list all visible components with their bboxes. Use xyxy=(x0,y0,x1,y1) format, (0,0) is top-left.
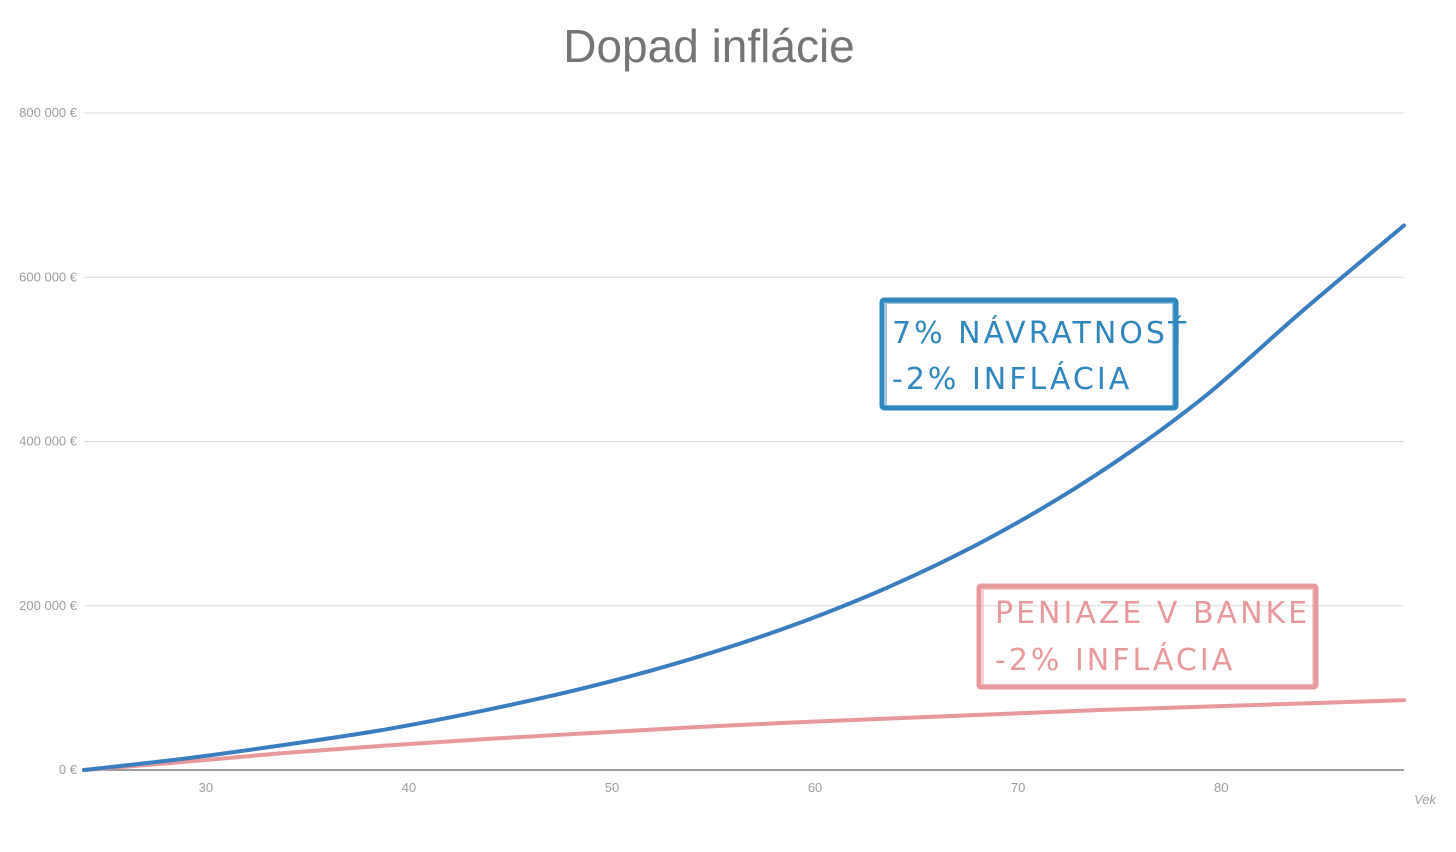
series-line-return xyxy=(82,223,1406,772)
gridlines xyxy=(84,112,1404,771)
x-axis-title: Vek xyxy=(1414,792,1437,807)
bank-annotation: PENIAZE V BANKE -2% INFLÁCIA xyxy=(976,583,1319,690)
series-line-bank xyxy=(82,698,1406,772)
y-tick-label: 200 000 € xyxy=(19,598,78,613)
y-tick-label: 600 000 € xyxy=(19,269,78,284)
series-lines xyxy=(82,223,1406,772)
x-tick-label: 80 xyxy=(1214,780,1228,795)
return-annotation-line-2: -2% INFLÁCIA xyxy=(892,361,1132,397)
return-annotation-line-1: 7% NÁVRATNOSŤ xyxy=(892,315,1189,351)
x-tick-label: 60 xyxy=(808,780,822,795)
bank-annotation-line-1: PENIAZE V BANKE xyxy=(995,596,1310,631)
x-tick-label: 50 xyxy=(605,780,619,795)
y-tick-label: 400 000 € xyxy=(19,434,78,449)
x-tick-label: 40 xyxy=(402,780,416,795)
y-axis-tick-labels: 0 € 200 000 € 400 000 € 600 000 € 800 000 € xyxy=(19,105,78,777)
return-annotation: 7% NÁVRATNOSŤ -2% INFLÁCIA xyxy=(879,297,1189,411)
x-tick-label: 70 xyxy=(1011,780,1025,795)
bank-annotation-line-2: -2% INFLÁCIA xyxy=(995,642,1235,678)
x-axis-tick-labels: 30 40 50 60 70 80 xyxy=(199,780,1229,795)
y-tick-label: 800 000 € xyxy=(19,105,78,120)
x-tick-label: 30 xyxy=(199,780,213,795)
y-tick-label: 0 € xyxy=(59,762,78,777)
chart-title: Dopad inflácie xyxy=(563,20,855,72)
